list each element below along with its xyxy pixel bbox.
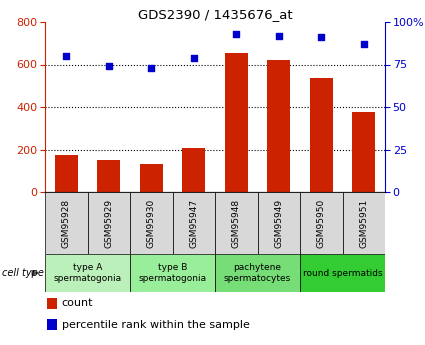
Bar — [47, 298, 57, 309]
Bar — [300, 192, 343, 254]
Text: GSM95950: GSM95950 — [317, 198, 326, 248]
Text: pachytene
spermatocytes: pachytene spermatocytes — [224, 263, 291, 283]
Bar — [258, 192, 300, 254]
Bar — [215, 254, 300, 292]
Bar — [139, 164, 163, 192]
Text: round spermatids: round spermatids — [303, 268, 382, 277]
Bar — [215, 192, 258, 254]
Text: cell type: cell type — [2, 268, 44, 278]
Bar — [45, 254, 130, 292]
Point — [148, 65, 155, 71]
Text: type A
spermatogonia: type A spermatogonia — [54, 263, 122, 283]
Bar — [352, 112, 375, 192]
Text: GSM95948: GSM95948 — [232, 198, 241, 248]
Title: GDS2390 / 1435676_at: GDS2390 / 1435676_at — [138, 8, 292, 21]
Bar — [130, 192, 173, 254]
Bar — [130, 254, 215, 292]
Point — [318, 34, 325, 40]
Bar — [45, 192, 88, 254]
Point — [275, 33, 282, 38]
Bar — [343, 192, 385, 254]
Text: GSM95951: GSM95951 — [359, 198, 368, 248]
Text: type B
spermatogonia: type B spermatogonia — [139, 263, 207, 283]
Text: GSM95928: GSM95928 — [62, 198, 71, 248]
Text: GSM95930: GSM95930 — [147, 198, 156, 248]
Text: GSM95929: GSM95929 — [104, 198, 113, 248]
Point — [360, 41, 367, 47]
Bar — [224, 53, 248, 192]
Bar — [97, 160, 120, 192]
Bar — [54, 155, 78, 192]
Bar — [47, 319, 57, 330]
Text: count: count — [62, 298, 93, 308]
Point — [63, 53, 70, 59]
Text: percentile rank within the sample: percentile rank within the sample — [62, 319, 249, 329]
Bar — [182, 148, 205, 192]
Bar — [173, 192, 215, 254]
Text: GSM95947: GSM95947 — [189, 198, 198, 248]
Bar — [88, 192, 130, 254]
Point — [105, 63, 112, 69]
Bar — [309, 78, 333, 192]
Bar — [267, 60, 290, 192]
Point — [233, 31, 240, 37]
Bar — [300, 254, 385, 292]
Point — [190, 55, 197, 60]
Text: GSM95949: GSM95949 — [274, 198, 283, 248]
